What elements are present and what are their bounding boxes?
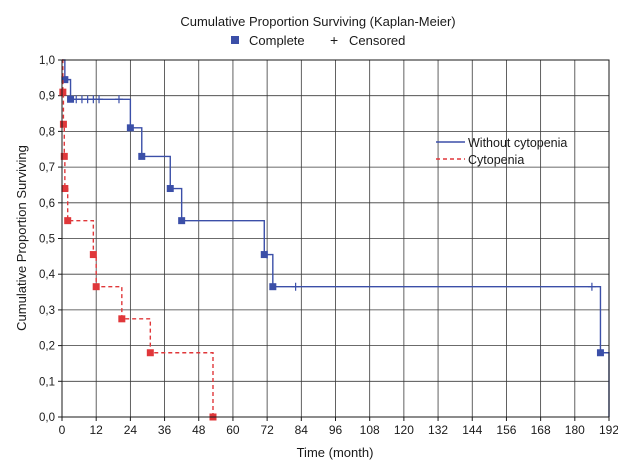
complete-event-marker	[596, 349, 604, 357]
legend-censored-marker: +	[330, 32, 338, 48]
complete-event-marker	[118, 315, 126, 323]
y-tick-label: 0,8	[39, 126, 55, 138]
legend-without-cytopenia-label: Without cytopenia	[468, 136, 567, 150]
x-tick-label: 60	[226, 423, 240, 437]
x-tick-label: 84	[295, 423, 309, 437]
y-tick-label: 0,5	[39, 234, 55, 246]
series-1	[59, 59, 217, 421]
y-tick-label: 0,6	[39, 198, 55, 210]
complete-event-marker	[59, 120, 67, 128]
x-tick-label: 12	[90, 423, 104, 437]
y-tick-label: 0,4	[39, 269, 56, 281]
legend-complete-label: Complete	[249, 33, 305, 48]
x-tick-label: 192	[599, 423, 618, 437]
survival-step-line	[62, 59, 214, 417]
series-0	[61, 59, 610, 417]
legend-complete-marker	[231, 36, 239, 44]
x-tick-label: 156	[496, 423, 516, 437]
y-tick-label: 0,7	[39, 162, 55, 174]
censored-marker	[587, 282, 596, 291]
x-tick-label: 0	[59, 423, 66, 437]
complete-event-marker	[166, 185, 174, 193]
y-tick-label: 0,0	[39, 412, 55, 424]
x-tick-label: 96	[329, 423, 343, 437]
x-tick-label: 108	[360, 423, 380, 437]
grid	[62, 60, 609, 417]
x-tick-label: 180	[565, 423, 585, 437]
x-tick-label: 168	[531, 423, 551, 437]
y-tick-label: 0,2	[39, 341, 55, 353]
complete-event-marker	[61, 185, 69, 193]
x-tick-label: 48	[192, 423, 206, 437]
y-axis-label: Cumulative Proportion Surviving	[14, 145, 29, 331]
x-tick-label: 72	[260, 423, 274, 437]
x-tick-label: 144	[462, 423, 482, 437]
axis-ticks: 0 12 24 36 48 60 72 84 96 108 120 132 144 156 168 180 19…	[39, 55, 618, 437]
y-tick-label: 0,3	[39, 305, 55, 317]
x-tick-label: 132	[428, 423, 448, 437]
chart-title: Cumulative Proportion Surviving (Kaplan-…	[180, 14, 455, 29]
y-tick-label: 0,9	[39, 91, 55, 103]
x-tick-label: 24	[124, 423, 138, 437]
complete-event-marker	[269, 283, 277, 291]
complete-event-marker	[64, 217, 72, 225]
series	[59, 59, 610, 421]
y-tick-label: 0,1	[39, 376, 55, 388]
complete-event-marker	[89, 251, 97, 259]
x-tick-label: 36	[158, 423, 172, 437]
complete-event-marker	[67, 95, 75, 103]
censored-marker	[114, 95, 123, 104]
complete-event-marker	[138, 152, 146, 160]
complete-event-marker	[178, 217, 186, 225]
censored-marker	[291, 282, 300, 291]
complete-event-marker	[60, 152, 68, 160]
complete-event-marker	[59, 88, 67, 96]
x-axis-label: Time (month)	[297, 445, 374, 460]
y-tick-label: 1,0	[39, 55, 55, 67]
legend-censored-label: Censored	[349, 33, 405, 48]
plot-area-frame	[61, 59, 610, 418]
series-legend: Without cytopenia Cytopenia	[436, 136, 567, 167]
complete-event-marker	[146, 349, 154, 357]
legend-cytopenia-label: Cytopenia	[468, 153, 524, 167]
x-tick-label: 120	[394, 423, 414, 437]
censored-marker	[263, 250, 272, 259]
complete-event-marker	[92, 283, 100, 291]
complete-event-marker	[126, 124, 134, 132]
censored-marker	[95, 95, 104, 104]
complete-event-marker	[61, 76, 69, 84]
